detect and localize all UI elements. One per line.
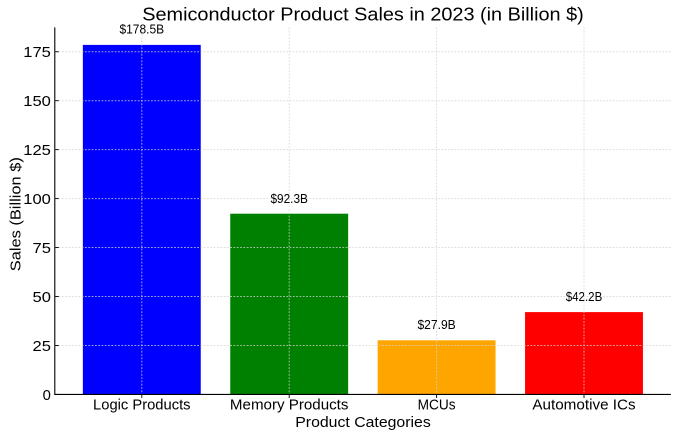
- svg-text:Automotive ICs: Automotive ICs: [532, 397, 635, 413]
- svg-text:Product Categories: Product Categories: [295, 415, 431, 431]
- svg-text:$92.3B: $92.3B: [271, 192, 308, 206]
- svg-text:100: 100: [23, 192, 51, 208]
- svg-text:25: 25: [33, 339, 51, 355]
- svg-text:125: 125: [23, 143, 51, 159]
- svg-text:MCUs: MCUs: [418, 397, 456, 413]
- svg-text:150: 150: [23, 94, 51, 110]
- svg-text:0: 0: [43, 388, 51, 404]
- svg-text:$42.2B: $42.2B: [566, 290, 603, 304]
- svg-text:Logic Products: Logic Products: [93, 397, 191, 413]
- svg-text:$27.9B: $27.9B: [417, 318, 455, 332]
- svg-text:175: 175: [23, 45, 51, 61]
- svg-text:Memory Products: Memory Products: [230, 397, 349, 413]
- svg-text:50: 50: [33, 290, 51, 306]
- svg-text:$178.5B: $178.5B: [119, 22, 164, 36]
- svg-text:75: 75: [33, 241, 51, 257]
- svg-text:Sales (Billion $): Sales (Billion $): [9, 157, 25, 271]
- svg-text:Semiconductor Product Sales in: Semiconductor Product Sales in 2023 (in …: [142, 4, 584, 25]
